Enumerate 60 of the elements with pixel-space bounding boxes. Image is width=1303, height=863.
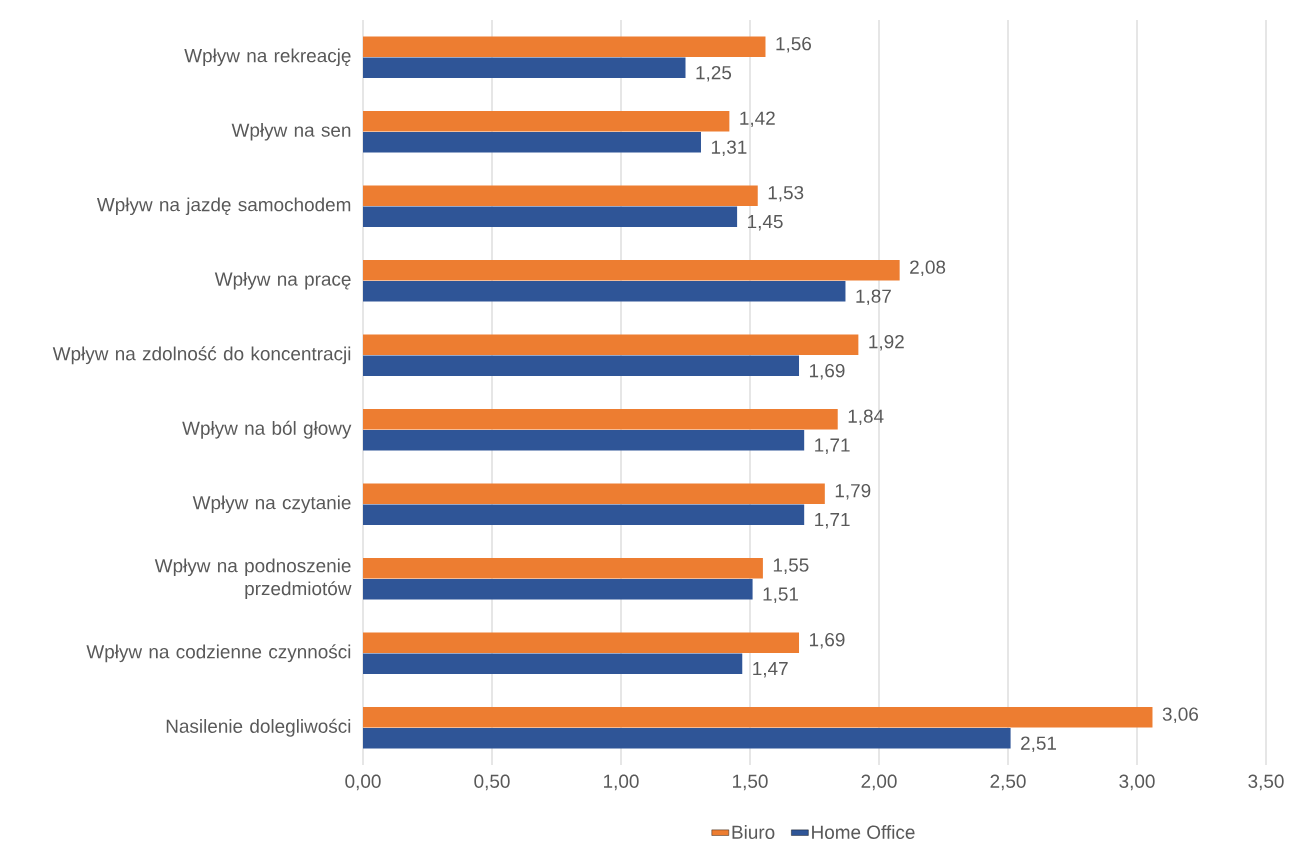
bar — [363, 57, 686, 78]
legend-label: Biuro — [732, 825, 775, 839]
data-label: 1,92 — [869, 334, 904, 351]
data-label: 1,71 — [815, 513, 850, 529]
data-label: 1,25 — [696, 65, 732, 82]
data-label: 1,84 — [848, 409, 884, 426]
bar — [363, 504, 805, 525]
bar — [363, 355, 800, 376]
bar — [363, 728, 1011, 749]
y-tick-label: Wpływ na sen — [231, 122, 351, 141]
bar — [363, 558, 763, 579]
bar — [363, 36, 766, 57]
x-tick-label: 1,00 — [604, 774, 639, 791]
legend-label: Home Office — [812, 825, 915, 839]
data-label: 1,51 — [763, 587, 799, 603]
data-label: 1,71 — [815, 438, 850, 454]
bar — [363, 334, 859, 355]
y-tick-label: Wpływ na pracę — [214, 271, 351, 290]
bar — [363, 579, 753, 600]
data-label: 1,87 — [856, 289, 891, 306]
bar — [363, 111, 730, 132]
data-label: 3,06 — [1162, 707, 1198, 724]
data-label: 1,53 — [768, 185, 804, 202]
x-tick-label: 2,00 — [861, 774, 897, 791]
y-tick-label: Wpływ na podnoszenie przedmiotów — [154, 558, 352, 600]
data-label: 1,56 — [776, 36, 811, 53]
data-label: 2,08 — [910, 260, 946, 277]
data-label: 1,79 — [835, 483, 871, 500]
bar — [363, 185, 758, 206]
data-label: 1,69 — [809, 363, 845, 380]
data-label: 1,55 — [773, 558, 809, 574]
bar — [363, 206, 738, 227]
bar — [363, 132, 701, 153]
x-tick-label: 0,00 — [345, 774, 381, 791]
y-tick-label: Wpływ na codzienne czynności — [86, 644, 351, 663]
bar — [363, 260, 900, 281]
y-tick-label: Wpływ na jazdę samochodem — [96, 197, 351, 216]
data-label: 1,47 — [753, 662, 788, 678]
y-tick-label: Wpływ na ból głowy — [182, 420, 352, 439]
y-tick-label: Wpływ na czytanie — [192, 495, 351, 514]
y-tick-label: Nasilenie dolegliwości — [166, 718, 351, 737]
x-tick-label: 3,50 — [1248, 774, 1284, 791]
bar — [363, 707, 1153, 728]
data-label: 2,51 — [1021, 736, 1057, 753]
bar — [363, 653, 743, 674]
x-tick-label: 0,50 — [474, 774, 510, 791]
x-tick-label: 3,00 — [1119, 774, 1155, 791]
y-tick-label: Wpływ na zdolność do koncentracji — [52, 346, 351, 365]
x-tick-label: 2,50 — [990, 774, 1026, 791]
data-label: 1,45 — [748, 215, 783, 231]
bar — [363, 483, 825, 504]
data-label: 1,42 — [740, 111, 775, 128]
data-label: 1,31 — [711, 140, 747, 157]
bar — [363, 430, 805, 451]
bar — [363, 281, 846, 302]
x-tick-label: 1,50 — [733, 774, 768, 791]
bar — [363, 632, 800, 653]
data-label: 1,69 — [809, 632, 845, 649]
bar — [363, 409, 838, 430]
y-tick-label: Wpływ na rekreację — [184, 48, 351, 67]
